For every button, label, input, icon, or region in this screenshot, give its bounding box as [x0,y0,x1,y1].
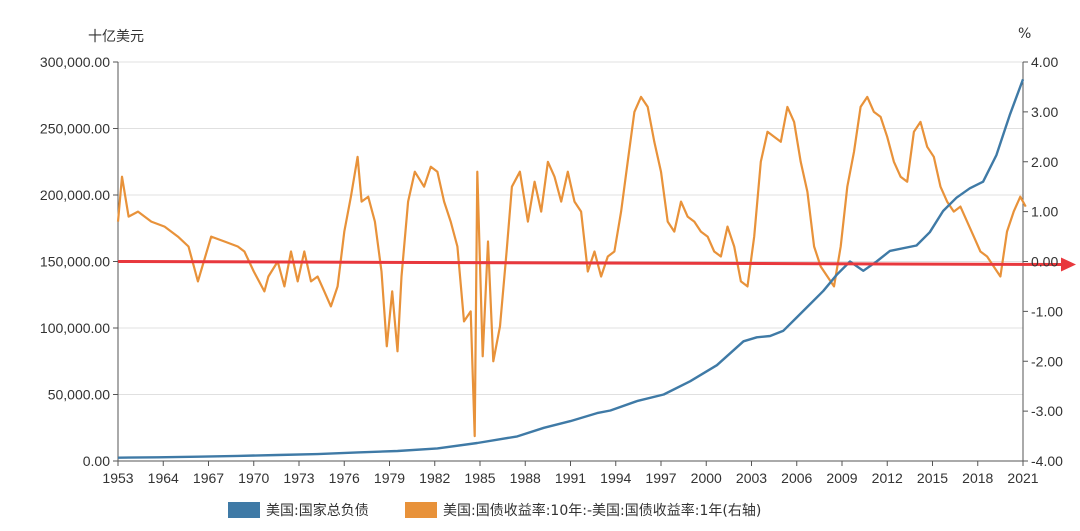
y-left-tick-label: 0.00 [83,453,110,469]
annotations [117,257,1076,272]
zero-line-arrow [117,260,1062,266]
y-right-tick-label: 0.00 [1031,254,1058,270]
arrow-head [1061,257,1076,272]
x-tick-label: 1994 [600,470,631,486]
legend-swatch-debt [228,502,260,518]
y-right-tick-label: -4.00 [1031,453,1063,469]
y-left-tick-label: 250,000.00 [40,121,110,137]
x-tick-label: 2000 [691,470,722,486]
y-right-tick-label: 2.00 [1031,154,1058,170]
series-lines [116,78,1027,459]
x-tick-label: 1982 [419,470,450,486]
x-tick-label: 1970 [238,470,269,486]
x-tick-label: 2021 [1007,470,1038,486]
y-left-tick-label: 300,000.00 [40,54,110,70]
x-tick-label: 2018 [962,470,993,486]
y-left-tick-label: 100,000.00 [40,320,110,336]
series-line-spread [116,95,1027,438]
right-axis-unit: % [1018,26,1032,42]
legend-label-spread: 美国:国债收益率:10年:-美国:国债收益率:1年(右轴) [443,503,762,519]
x-tick-label: 1973 [283,470,314,486]
y-right-tick-label: 1.00 [1031,204,1058,220]
x-tick-label: 1953 [102,470,133,486]
x-tick-label: 1979 [374,470,405,486]
legend-item-debt[interactable]: 美国:国家总负债 [228,500,369,520]
x-tick-label: 1976 [329,470,360,486]
x-tick-label: 1985 [464,470,495,486]
legend-swatch-spread [405,502,437,518]
y-right-tick-label: 3.00 [1031,104,1058,120]
x-tick-label: 1964 [148,470,179,486]
x-tick-label: 2006 [781,470,812,486]
y-right-tick-label: 4.00 [1031,54,1058,70]
x-tick-label: 2003 [736,470,767,486]
y-left-tick-label: 50,000.00 [48,387,110,403]
y-right-tick-label: -2.00 [1031,353,1063,369]
x-tick-label: 1967 [193,470,224,486]
series-line-debt [117,78,1025,459]
y-left-tick-label: 200,000.00 [40,187,110,203]
x-tick-label: 1988 [510,470,541,486]
gridlines [118,61,1023,395]
x-tick-label: 2012 [872,470,903,486]
tick-labels: 300,000.00 250,000.00 200,000.00 150,000.00… [40,54,1063,486]
x-tick-label: 1997 [645,470,676,486]
y-right-tick-label: -3.00 [1031,403,1063,419]
legend-item-spread[interactable]: 美国:国债收益率:10年:-美国:国债收益率:1年(右轴) [405,500,761,520]
y-right-tick-label: -1.00 [1031,303,1063,319]
legend-label-debt: 美国:国家总负债 [266,503,369,519]
x-tick-label: 2009 [826,470,857,486]
left-axis-unit: 十亿美元 [88,29,144,45]
x-tick-label: 2015 [917,470,948,486]
x-tick-label: 1991 [555,470,586,486]
legend: 美国:国家总负债 美国:国债收益率:10年:-美国:国债收益率:1年(右轴) [0,500,1080,526]
y-left-tick-label: 150,000.00 [40,254,110,270]
